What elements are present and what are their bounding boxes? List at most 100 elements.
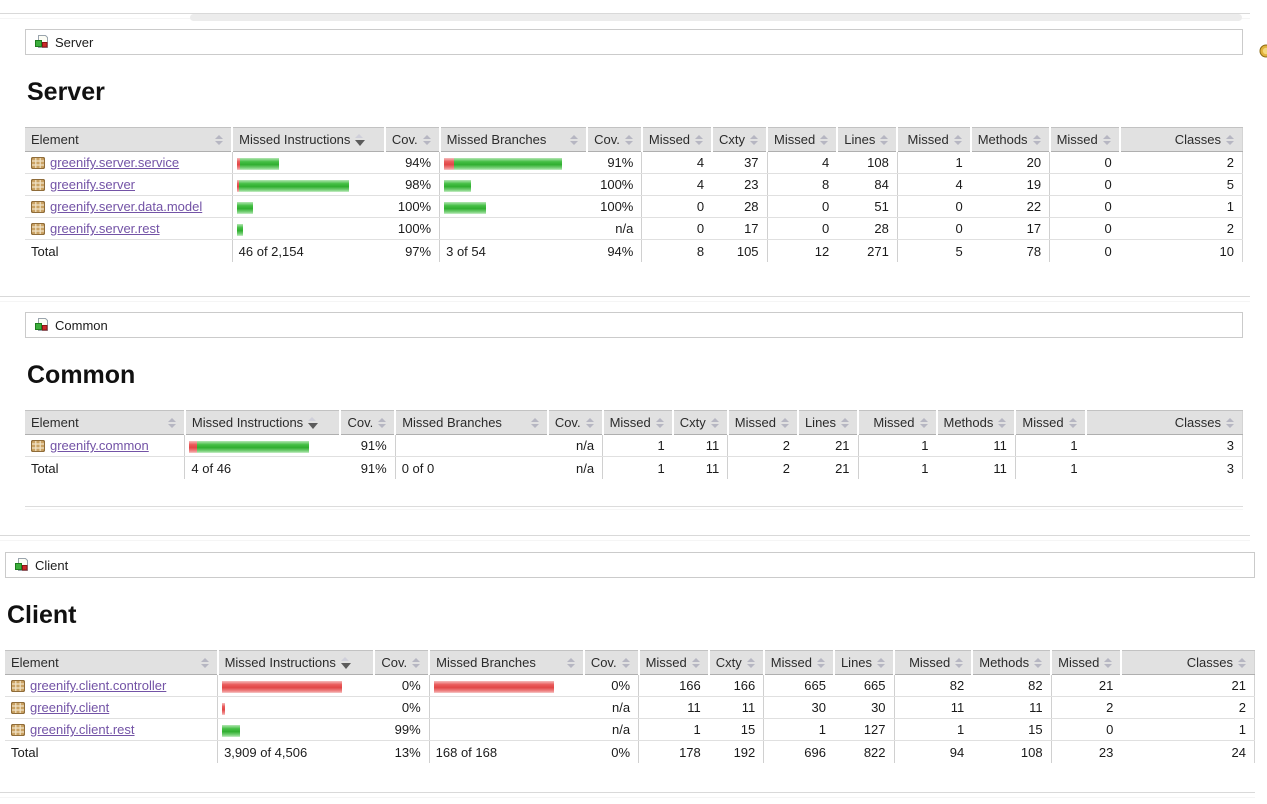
green-bar-segment [454, 157, 563, 170]
column-header-missed[interactable]: Missed [726, 410, 798, 435]
column-header-methods[interactable]: Methods [935, 410, 1016, 435]
total-counter-cell: 10 [1119, 239, 1243, 262]
session-icon[interactable] [1259, 44, 1267, 58]
column-header-label: Missed [907, 132, 949, 147]
counter-cell: 11 [638, 696, 709, 719]
instructions-coverage-bar [231, 151, 385, 174]
column-header-cxty[interactable]: Cxty [707, 650, 764, 675]
counter-cell: 166 [638, 674, 709, 697]
counter-cell: 2 [1050, 696, 1122, 719]
sort-arrows-icon [200, 657, 209, 668]
sort-arrows-icon [955, 657, 964, 668]
instructions-coverage-bar [217, 718, 375, 741]
column-header-missed[interactable]: Missed [762, 650, 834, 675]
breadcrumb: Client [5, 552, 1255, 578]
package-link[interactable]: greenify.server [50, 177, 136, 192]
counter-cell: 82 [893, 674, 973, 697]
column-header-label: Methods [977, 132, 1028, 147]
column-header-missed[interactable]: Missed [1048, 127, 1120, 152]
sort-arrows-icon [570, 134, 579, 145]
total-counter-cell: 24 [1121, 740, 1255, 763]
column-header-missed[interactable]: Missed [637, 650, 709, 675]
green-bar-segment [239, 157, 279, 170]
package-link[interactable]: greenify.server.rest [50, 221, 160, 236]
column-header-label: Cxty [719, 132, 746, 147]
branches-coverage-value: 0% [583, 674, 639, 697]
column-header-cov[interactable]: Cov. [582, 650, 639, 675]
column-header-cov[interactable]: Cov. [339, 410, 396, 435]
column-header-cxty[interactable]: Cxty [711, 127, 768, 152]
instructions-coverage-value: 94% [384, 151, 440, 174]
column-header-element[interactable]: Element [25, 410, 185, 435]
sort-arrows-icon [1104, 657, 1113, 668]
column-header-missed-instructions[interactable]: Missed Instructions [216, 650, 375, 675]
counter-cell: 0 [1049, 217, 1120, 240]
total-row: Total 3,909 of 4,506 13% 168 of 168 0% 178 192… [5, 740, 1255, 763]
total-counter-cell: 78 [970, 239, 1050, 262]
sort-arrows-icon [750, 134, 759, 145]
column-header-classes[interactable]: Classes [1084, 410, 1243, 435]
package-link[interactable]: greenify.client.controller [30, 678, 167, 693]
column-header-element[interactable]: Element [5, 650, 218, 675]
column-header-missed[interactable]: Missed [766, 127, 838, 152]
column-header-label: Missed [1056, 132, 1098, 147]
column-header-cov[interactable]: Cov. [383, 127, 440, 152]
counter-cell: 51 [837, 195, 898, 218]
column-header-classes[interactable]: Classes [1118, 127, 1243, 152]
element-cell: greenify.client.rest [5, 718, 218, 741]
column-header-lines[interactable]: Lines [832, 650, 895, 675]
column-header-missed-instructions[interactable]: Missed Instructions [231, 127, 385, 152]
column-header-missed[interactable]: Missed [893, 650, 973, 675]
total-instructions: 4 of 46 [184, 456, 341, 479]
instructions-coverage-value: 98% [384, 173, 440, 196]
column-header-label: Element [11, 655, 59, 670]
counter-cell: 15 [708, 718, 764, 741]
coverage-table: Element Missed Instructions Cov. Missed Bra… [5, 650, 1255, 763]
column-header-missed-instructions[interactable]: Missed Instructions [183, 410, 341, 435]
column-header-missed[interactable]: Missed [857, 410, 937, 435]
column-header-missed-branches[interactable]: Missed Branches [394, 410, 548, 435]
breadcrumb-label: Client [35, 557, 69, 573]
package-link[interactable]: greenify.client [30, 700, 110, 715]
package-link[interactable]: greenify.server.service [50, 155, 180, 170]
column-header-cov[interactable]: Cov. [546, 410, 603, 435]
total-counter-cell: 108 [972, 740, 1052, 763]
total-instructions-cov: 91% [340, 456, 396, 479]
column-header-lines[interactable]: Lines [796, 410, 859, 435]
column-header-missed[interactable]: Missed [1050, 650, 1122, 675]
column-header-missed-branches[interactable]: Missed Branches [428, 650, 584, 675]
total-counter-cell: 8 [641, 239, 713, 262]
branches-coverage-bar [439, 217, 588, 240]
counter-cell: 11 [708, 696, 764, 719]
column-header-missed[interactable]: Missed [896, 127, 971, 152]
package-link[interactable]: greenify.common [50, 438, 149, 453]
column-header-cov[interactable]: Cov. [586, 127, 642, 152]
counter-cell: 23 [712, 173, 768, 196]
column-header-label: Missed [873, 415, 915, 430]
column-header-label: Element [31, 132, 79, 147]
section-divider [0, 535, 1250, 540]
column-header-missed[interactable]: Missed [640, 127, 713, 152]
column-header-cov[interactable]: Cov. [373, 650, 430, 675]
total-row: Total 46 of 2,154 97% 3 of 54 94% 8 105 12 271 5 7… [25, 239, 1243, 262]
branches-coverage-value: n/a [583, 718, 639, 741]
sort-arrows-icon [215, 134, 224, 145]
column-header-label: Lines [844, 132, 876, 147]
package-icon [11, 723, 25, 736]
element-cell: greenify.server [25, 173, 233, 196]
package-link[interactable]: greenify.server.data.model [50, 199, 203, 214]
total-counter-cell: 5 [896, 239, 971, 262]
column-header-classes[interactable]: Classes [1120, 650, 1255, 675]
column-header-missed-branches[interactable]: Missed Branches [438, 127, 588, 152]
section-common: Common Common Element Missed Instructions Co… [25, 312, 1243, 509]
column-header-lines[interactable]: Lines [836, 127, 898, 152]
column-header-element[interactable]: Element [25, 127, 233, 152]
package-link[interactable]: greenify.client.rest [30, 722, 135, 737]
column-header-missed[interactable]: Missed [1014, 410, 1086, 435]
column-header-methods[interactable]: Methods [971, 650, 1052, 675]
column-header-cxty[interactable]: Cxty [671, 410, 728, 435]
column-header-methods[interactable]: Methods [969, 127, 1050, 152]
branches-coverage-value: n/a [547, 434, 603, 457]
column-header-missed[interactable]: Missed [601, 410, 673, 435]
counter-cell: 1 [1119, 195, 1243, 218]
